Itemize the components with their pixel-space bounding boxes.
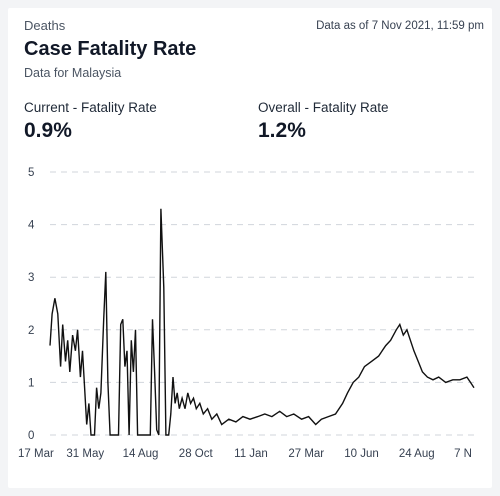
overall-fatality-value: 1.2% xyxy=(258,119,306,142)
x-tick-label: 17 Mar xyxy=(18,448,54,460)
y-tick-label: 5 xyxy=(28,167,34,179)
data-as-of-timestamp: Data as of 7 Nov 2021, 11:59 pm xyxy=(316,20,484,32)
y-tick-label: 2 xyxy=(28,325,34,337)
x-tick-label: 7 N xyxy=(454,448,472,460)
x-tick-label: 11 Jan xyxy=(234,448,268,460)
x-tick-label: 27 Mar xyxy=(288,448,324,460)
x-tick-label: 31 May xyxy=(66,448,104,460)
page-subtitle: Data for Malaysia xyxy=(24,66,122,80)
page-title: Case Fatality Rate xyxy=(24,38,197,60)
x-tick-label: 28 Oct xyxy=(179,448,214,460)
x-tick-label: 10 Jun xyxy=(344,448,379,460)
fatality-rate-card: Deaths Data as of 7 Nov 2021, 11:59 pm C… xyxy=(8,8,492,488)
fatality-rate-series-line[interactable] xyxy=(49,208,475,436)
y-tick-label: 0 xyxy=(28,430,34,442)
y-tick-label: 1 xyxy=(28,377,34,389)
overall-fatality-metric: Overall - Fatality Rate 1.2% xyxy=(258,100,389,143)
fatality-rate-line-chart[interactable]: 0 1 2 3 4 5 17 Mar 31 May 14 Aug 28 Oct 11 Jan 27 M… xyxy=(8,8,492,488)
current-fatality-label: Current - Fatality Rate xyxy=(24,100,157,115)
x-tick-label: 24 Aug xyxy=(399,448,435,460)
current-fatality-value: 0.9% xyxy=(24,119,72,142)
current-fatality-metric: Current - Fatality Rate 0.9% xyxy=(24,100,157,143)
y-tick-label: 4 xyxy=(28,220,35,232)
overall-fatality-label: Overall - Fatality Rate xyxy=(258,100,389,115)
section-label: Deaths xyxy=(24,18,66,33)
x-tick-label: 14 Aug xyxy=(123,448,159,460)
y-tick-label: 3 xyxy=(28,272,34,284)
